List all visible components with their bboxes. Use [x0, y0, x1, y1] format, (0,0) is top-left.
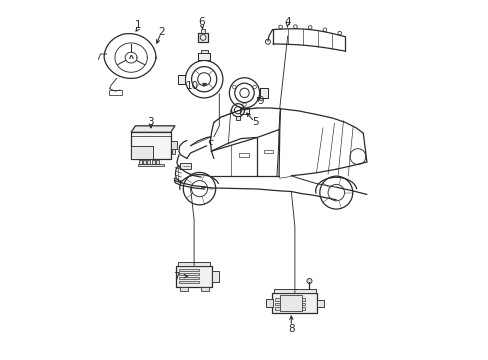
Text: 5: 5 [251, 117, 258, 127]
Text: 6: 6 [198, 17, 204, 27]
Text: 8: 8 [287, 324, 294, 334]
Text: 7: 7 [172, 272, 179, 282]
Bar [238, 153, 248, 157]
Bar [212, 271, 219, 282]
Bar [179, 281, 199, 283]
Bar [265, 299, 273, 307]
Bar [275, 298, 304, 301]
Text: 10: 10 [185, 81, 199, 91]
Polygon shape [131, 126, 175, 132]
Bar [147, 160, 150, 164]
Bar [200, 287, 208, 291]
Bar [275, 307, 304, 310]
Text: 2: 2 [158, 27, 164, 37]
Bar [178, 262, 210, 266]
Bar [259, 88, 267, 98]
Text: 1: 1 [135, 20, 142, 30]
Bar [240, 108, 248, 114]
Bar [316, 300, 323, 307]
Text: 3: 3 [147, 117, 154, 127]
Bar [179, 269, 199, 271]
Text: 4: 4 [284, 17, 290, 27]
Bar [139, 160, 141, 164]
Bar [171, 149, 175, 154]
Bar [235, 116, 240, 120]
Bar [198, 33, 207, 42]
Text: Λ: Λ [128, 55, 133, 60]
Bar [274, 289, 315, 293]
Bar [131, 132, 170, 159]
Circle shape [306, 279, 311, 284]
Bar [272, 293, 317, 313]
Bar [201, 29, 205, 33]
Bar [275, 302, 304, 305]
Bar [170, 141, 177, 149]
Bar [179, 277, 199, 279]
Bar [108, 90, 122, 95]
Bar [142, 160, 145, 164]
Bar [138, 164, 163, 166]
Bar [198, 53, 209, 60]
Bar [179, 273, 199, 275]
Bar [131, 146, 153, 159]
Bar [156, 160, 159, 164]
Bar [176, 266, 212, 287]
Bar [177, 75, 185, 84]
Bar [180, 163, 191, 169]
Text: 9: 9 [257, 96, 264, 106]
Bar [151, 160, 154, 164]
Bar [279, 295, 302, 311]
Bar [264, 150, 273, 153]
Bar [179, 287, 187, 291]
Bar [200, 50, 207, 53]
